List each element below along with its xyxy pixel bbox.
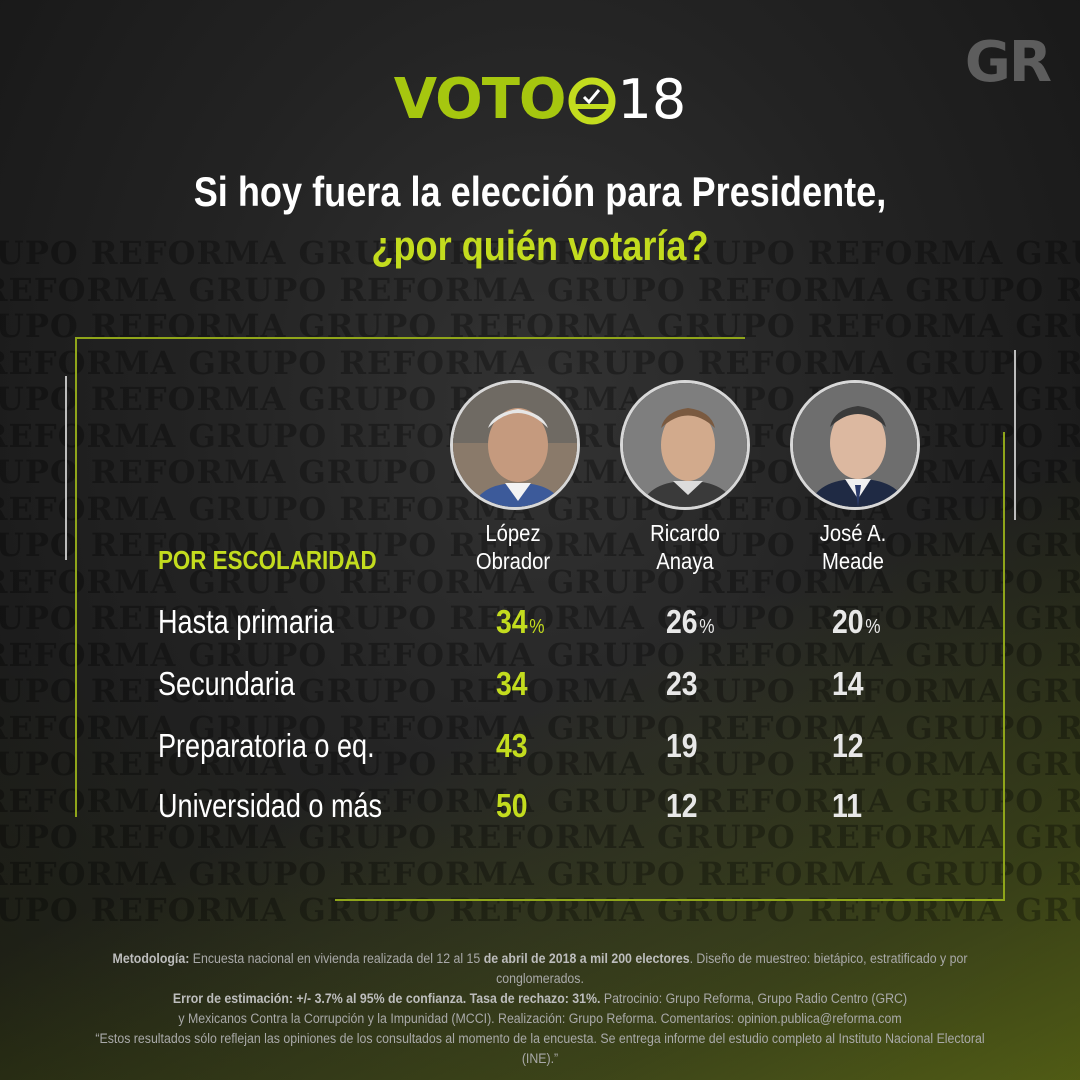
section-label: POR ESCOLARIDAD: [158, 545, 377, 575]
candidate-name-line-1: Ricardo: [650, 520, 720, 546]
portrait-icon: [453, 383, 577, 507]
percent-sign: %: [865, 616, 881, 638]
frame-top-line: [75, 337, 745, 339]
value-number: 20: [832, 603, 864, 640]
frame-left-white-line: [65, 376, 67, 560]
value-number: 43: [496, 727, 528, 764]
frame-bottom-line: [335, 899, 1005, 901]
footer-line-4: “Estos resultados sólo reflejan las opin…: [95, 1031, 985, 1067]
watermark-line: GRUPO REFORMA GRUPO REFORMA GRUPO REFORM…: [0, 599, 1080, 637]
watermark-line: GRUPO REFORMA GRUPO REFORMA GRUPO REFORM…: [0, 854, 1080, 893]
value-number: 11: [832, 787, 863, 824]
percent-sign: %: [699, 616, 715, 638]
candidate-photo-ricardo-anaya: [620, 380, 750, 510]
voto-logo-year: 18: [617, 67, 687, 131]
value-cell: 34: [496, 665, 599, 703]
value-number: 34: [496, 665, 528, 702]
value-number: 14: [832, 665, 864, 702]
value-cell: 26%: [666, 603, 769, 641]
candidate-name-line-2: Meade: [822, 548, 884, 574]
footer-line-2: Error de estimación: +/- 3.7% al 95% de …: [88, 989, 993, 1009]
candidate-name-line-2: Anaya: [656, 548, 714, 574]
value-cell: 11: [832, 787, 935, 825]
value-cell: 12: [666, 787, 769, 825]
watermark-line: GRUPO REFORMA GRUPO REFORMA GRUPO REFORM…: [0, 343, 1080, 382]
value-number: 12: [832, 727, 864, 764]
candidate-name-line-1: José A.: [819, 520, 887, 546]
headline: Si hoy fuera la elección para Presidente…: [76, 165, 1005, 273]
portrait-icon: [793, 383, 917, 507]
candidate-name-line-2: Obrador: [475, 548, 551, 574]
candidate-name-lopez-obrador: López Obrador: [447, 519, 579, 575]
footer-text-bold: de abril de 2018 a mil 200 electores: [483, 951, 690, 967]
frame-left-line: [75, 337, 77, 817]
candidate-photo-jose-meade: [790, 380, 920, 510]
footer-text: Encuesta nacional en vivienda realizada …: [189, 951, 484, 967]
value-number: 34: [496, 603, 528, 640]
value-number: 12: [666, 787, 698, 824]
watermark-line: GRUPO REFORMA GRUPO REFORMA GRUPO REFORM…: [0, 526, 1080, 564]
value-cell: 20%: [832, 603, 935, 641]
footer-text: . Diseño de muestreo: bietápico, estrati…: [496, 951, 968, 987]
watermark-line: GRUPO REFORMA GRUPO REFORMA GRUPO REFORM…: [0, 891, 1080, 929]
value-cell: 50: [496, 787, 599, 825]
candidate-photo-lopez-obrador: [450, 380, 580, 510]
watermark-line: GRUPO REFORMA GRUPO REFORMA GRUPO REFORM…: [0, 745, 1080, 783]
watermark-line: GRUPO REFORMA GRUPO REFORMA GRUPO REFORM…: [0, 235, 1080, 272]
row-label: Universidad o más: [158, 787, 383, 824]
watermark-line: GRUPO REFORMA GRUPO REFORMA GRUPO REFORM…: [0, 708, 1080, 747]
value-number: 23: [666, 665, 698, 702]
headline-line-1: Si hoy fuera la elección para Presidente…: [193, 168, 887, 215]
footer-line-1: Metodología: Encuesta nacional en vivien…: [88, 949, 993, 989]
watermark-line: GRUPO REFORMA GRUPO REFORMA GRUPO REFORM…: [0, 818, 1080, 856]
voto18-logo: VOTO 18: [0, 64, 1080, 134]
watermark-line: GRUPO REFORMA GRUPO REFORMA GRUPO REFORM…: [0, 672, 1080, 710]
gr-logo: GR: [964, 30, 1052, 95]
ballot-check-icon: [568, 77, 616, 125]
watermark-line: GRUPO REFORMA GRUPO REFORMA GRUPO REFORM…: [0, 781, 1080, 820]
footer-text: Patrocinio: Grupo Reforma, Grupo Radio C…: [600, 991, 908, 1007]
value-cell: 14: [832, 665, 935, 703]
footer-line-3: y Mexicanos Contra la Corrupción y la Im…: [178, 1011, 902, 1027]
frame-right-line: [1003, 432, 1005, 901]
value-cell: 34%: [496, 603, 599, 641]
candidate-name-line-1: López: [485, 520, 541, 546]
watermark-line: GRUPO REFORMA GRUPO REFORMA GRUPO REFORM…: [0, 307, 1080, 345]
headline-line-2: ¿por quién votaría?: [371, 222, 709, 269]
value-cell: 23: [666, 665, 769, 703]
voto-logo-text: VOTO: [393, 66, 567, 132]
frame-right-white-line: [1014, 350, 1016, 520]
candidate-name-ricardo-anaya: Ricardo Anaya: [619, 519, 751, 575]
watermark-line: GRUPO REFORMA GRUPO REFORMA GRUPO REFORM…: [0, 635, 1080, 674]
row-label: Hasta primaria: [158, 603, 334, 640]
value-number: 26: [666, 603, 698, 640]
value-cell: 12: [832, 727, 935, 765]
candidate-name-jose-meade: José A. Meade: [787, 519, 919, 575]
watermark-line: GRUPO REFORMA GRUPO REFORMA GRUPO REFORM…: [0, 270, 1080, 309]
portrait-icon: [623, 383, 747, 507]
row-label: Preparatoria o eq.: [158, 727, 375, 764]
methodology-footer: Metodología: Encuesta nacional en vivien…: [88, 949, 993, 1069]
footer-error-label: Error de estimación: +/- 3.7% al 95% de …: [172, 991, 601, 1007]
value-cell: 19: [666, 727, 769, 765]
value-number: 50: [496, 787, 528, 824]
percent-sign: %: [529, 616, 545, 638]
value-cell: 43: [496, 727, 599, 765]
watermark-pattern: GRUPO REFORMA GRUPO REFORMA GRUPO REFORM…: [0, 235, 1080, 935]
footer-methodology-label: Metodología:: [112, 951, 190, 967]
watermark-line: GRUPO REFORMA GRUPO REFORMA GRUPO REFORM…: [0, 562, 1080, 601]
row-label: Secundaria: [158, 665, 295, 702]
value-number: 19: [666, 727, 698, 764]
